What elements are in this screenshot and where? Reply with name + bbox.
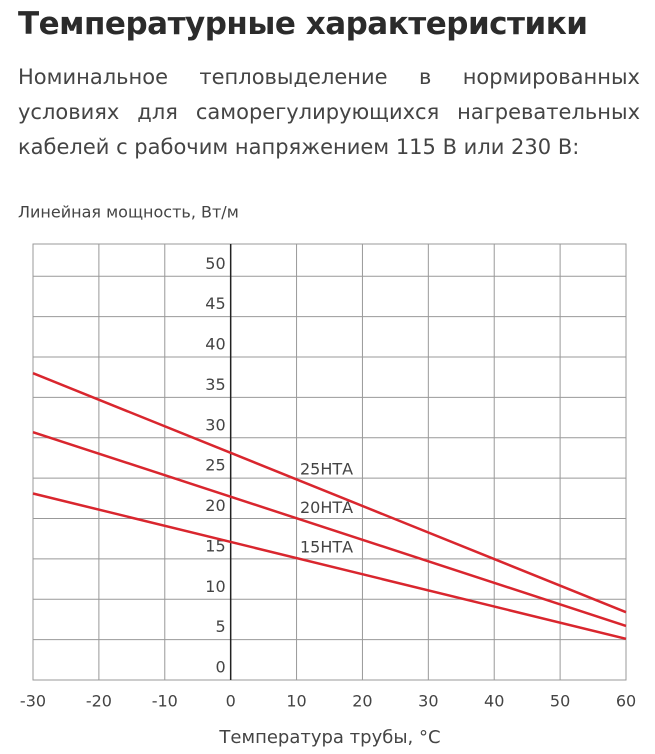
x-tick-label: 10 [286,692,306,711]
x-tick-label: 20 [352,692,372,711]
x-tick-label: -10 [152,692,178,711]
chart-subtitle: Номинальное тепловыделение в нормированн… [18,65,640,159]
x-axis-label: Температура трубы, °C [218,727,440,748]
series-label: 25НТА [300,459,353,478]
y-tick-label: 40 [205,335,225,354]
x-tick-label: 40 [484,692,504,711]
line [32,430,627,628]
x-tick-label: -30 [20,692,46,711]
x-tick-label: -20 [86,692,112,711]
line [32,372,627,614]
series-label: 15НТА [300,537,353,556]
y-tick-label: 35 [205,375,225,394]
y-tick-label: 25 [205,456,225,475]
y-tick-label: 10 [205,577,225,596]
y-tick-label: 15 [205,536,225,555]
y-tick-label: 45 [205,294,225,313]
y-axis-label: Линейная мощность, Вт/м [18,203,239,222]
line [32,492,627,641]
chart-title: Температурные характеристики [18,6,588,42]
y-tick-label: 20 [205,496,225,515]
y-tick-label: 50 [205,254,225,273]
x-tick-label: 0 [226,692,236,711]
series-label: 20НТА [300,498,353,517]
y-tick-label: 30 [205,415,225,434]
x-tick-label: 30 [418,692,438,711]
y-tick-label: 5 [215,617,225,636]
x-tick-label: 60 [616,692,636,711]
y-tick-label: 0 [215,658,225,677]
x-tick-label: 50 [550,692,570,711]
